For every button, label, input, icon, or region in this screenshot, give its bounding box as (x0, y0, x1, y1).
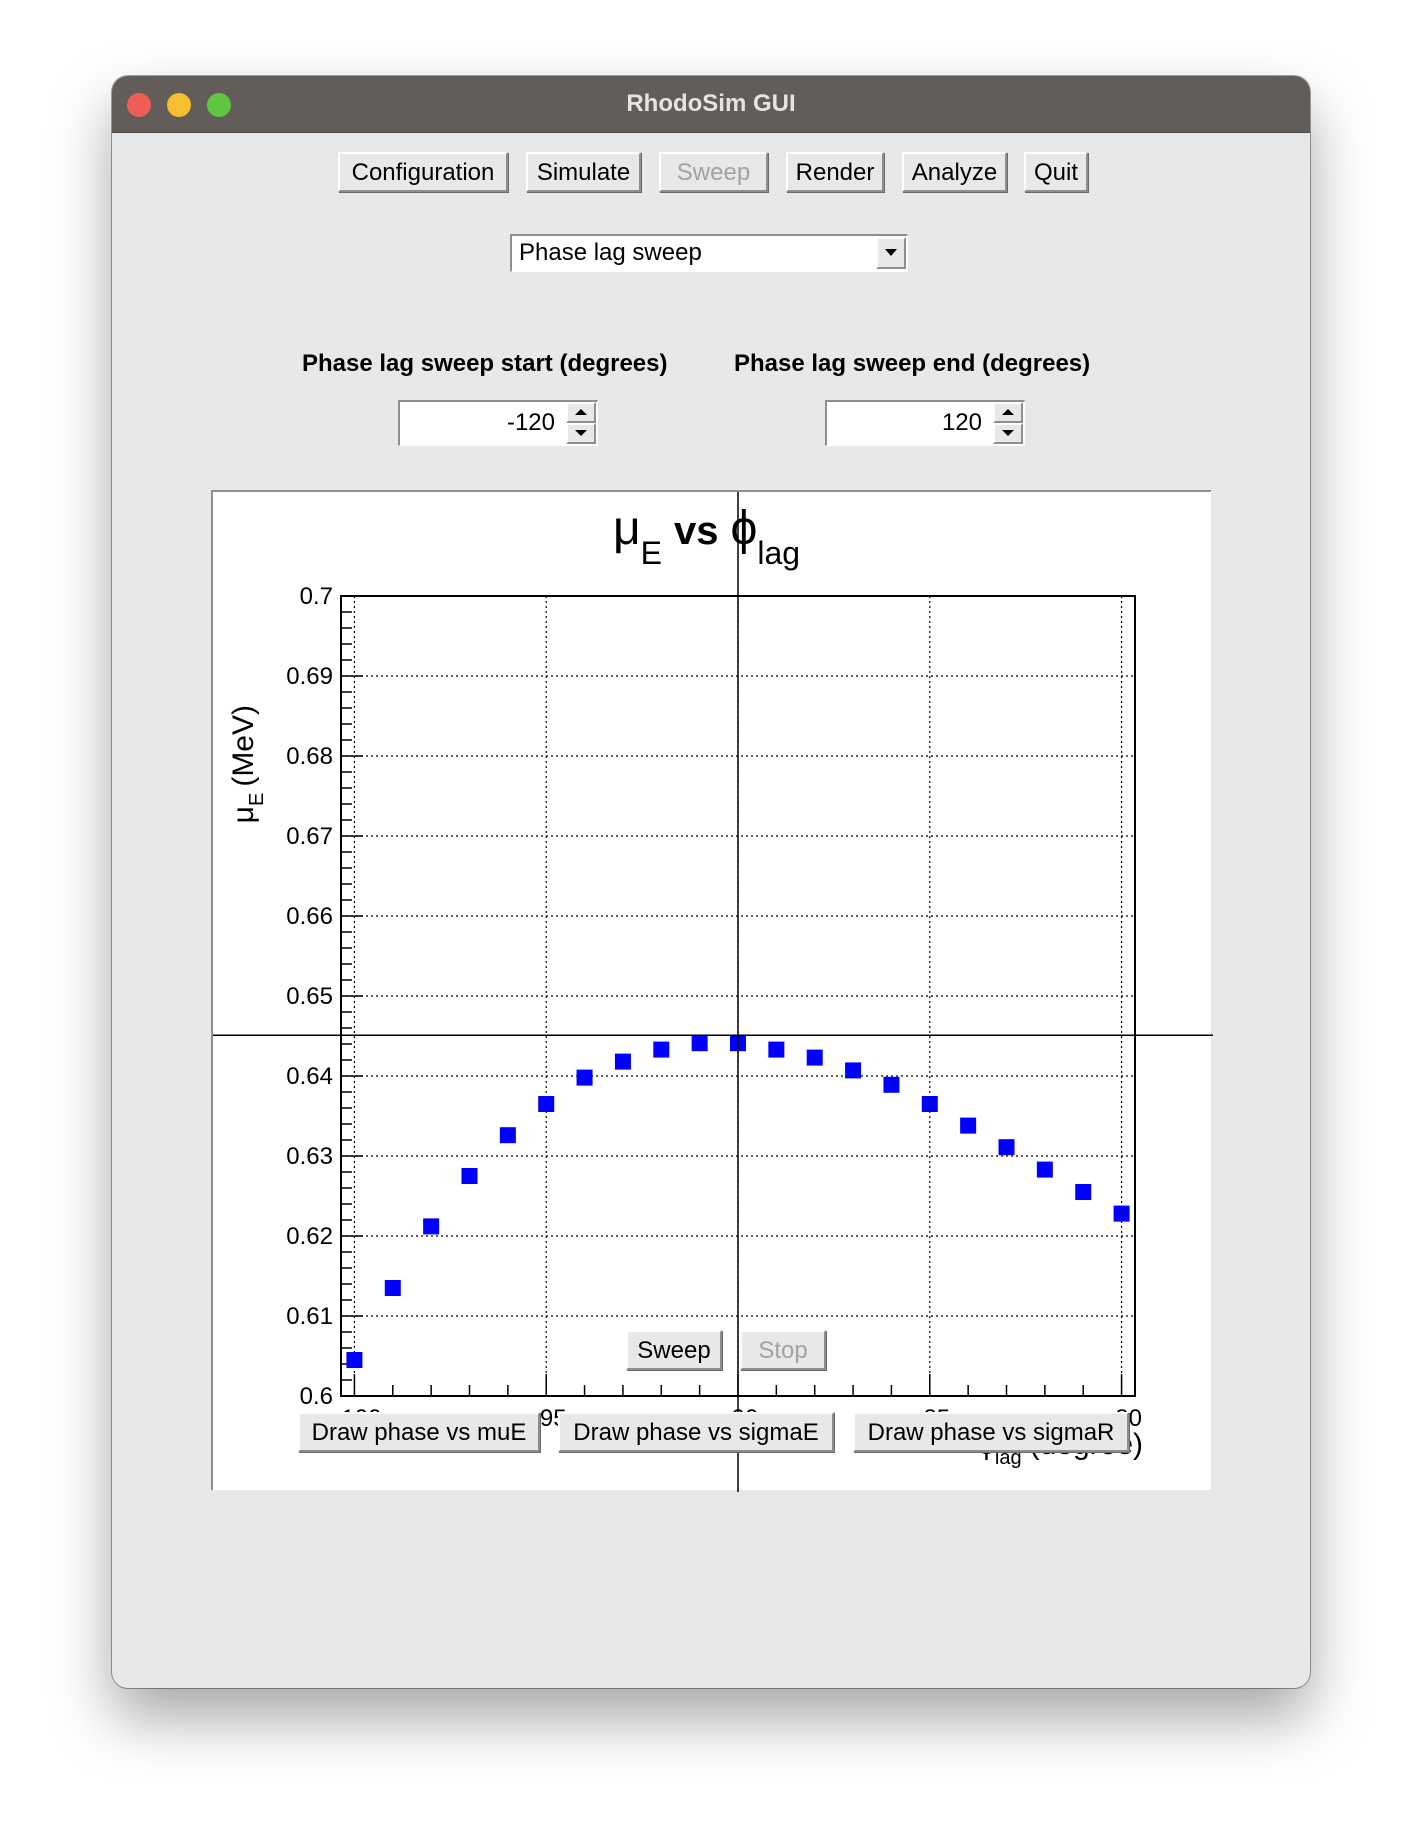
data-point (998, 1139, 1015, 1156)
data-point (806, 1049, 823, 1066)
quit-button[interactable]: Quit (1024, 152, 1088, 192)
data-point (921, 1096, 938, 1112)
data-point (768, 1041, 785, 1058)
sweep-end-input[interactable]: 120 (941, 409, 982, 436)
chart-title-var: ϕ (731, 502, 758, 555)
close-window-icon[interactable] (127, 93, 151, 117)
stop-button[interactable]: Stop (740, 1330, 826, 1370)
y-axis-symbol-sub: E (246, 793, 268, 806)
sweep-tab-button[interactable]: Sweep (659, 152, 768, 192)
render-button[interactable]: Render (786, 152, 884, 192)
app-window: RhodoSim GUI Configuration Simulate Swee… (112, 76, 1310, 1688)
chart-title-var-sub: lag (757, 535, 800, 571)
y-tick-label: 0.62 (286, 1223, 333, 1250)
chart-title: μE vs ϕlag (613, 502, 800, 571)
data-point (1113, 1205, 1130, 1222)
data-point (538, 1096, 555, 1112)
chart-title-symbol-sub: E (641, 535, 662, 571)
title-bar: RhodoSim GUI (112, 76, 1310, 133)
y-axis-label: μE (MeV) (227, 705, 268, 823)
data-point (653, 1041, 670, 1058)
y-tick-label: 0.6 (300, 1383, 333, 1410)
zoom-window-icon[interactable] (207, 93, 231, 117)
crosshair (213, 492, 1213, 1492)
y-axis-unit: (MeV) (227, 705, 260, 787)
data-point (883, 1076, 900, 1093)
draw-phase-vs-sigmaR-button[interactable]: Draw phase vs sigmaR (853, 1412, 1129, 1452)
chart-title-vs: vs (674, 509, 719, 553)
plot-canvas[interactable]: −100−95−90−85−800.60.610.620.630.640.650… (211, 490, 1213, 1492)
minimize-window-icon[interactable] (167, 93, 191, 117)
draw-phase-vs-sigmaE-button[interactable]: Draw phase vs sigmaE (558, 1412, 834, 1452)
y-tick-label: 0.61 (286, 1303, 333, 1330)
data-point (1036, 1161, 1053, 1178)
data-point (499, 1127, 516, 1144)
y-tick-label: 0.65 (286, 983, 333, 1010)
y-tick-label: 0.67 (286, 823, 333, 850)
decrement-arrow-icon[interactable] (566, 423, 596, 444)
window-title: RhodoSim GUI (626, 90, 796, 117)
y-tick-label: 0.68 (286, 743, 333, 770)
increment-arrow-icon[interactable] (993, 402, 1023, 423)
sweep-end-label: Phase lag sweep end (degrees) (734, 350, 1091, 377)
y-tick-label: 0.7 (300, 583, 333, 610)
sweep-type-value: Phase lag sweep (519, 239, 702, 266)
data-point (384, 1280, 401, 1296)
y-tick-label: 0.69 (286, 663, 333, 690)
y-axis-symbol: μ (227, 806, 260, 823)
tick-labels: −100−95−90−85−800.60.610.620.630.640.650… (286, 583, 1142, 1432)
data-point (346, 1352, 363, 1368)
y-tick-label: 0.66 (286, 903, 333, 930)
chevron-down-icon[interactable] (876, 237, 906, 269)
decrement-arrow-icon[interactable] (993, 423, 1023, 444)
data-point (423, 1218, 440, 1235)
increment-arrow-icon[interactable] (566, 402, 596, 423)
phase-vs-muE-plot: −100−95−90−85−800.60.610.620.630.640.650… (213, 492, 1213, 1492)
chart-title-symbol: μ (613, 502, 641, 555)
data-point (845, 1062, 862, 1079)
data-point (614, 1053, 631, 1070)
data-point (1075, 1184, 1092, 1200)
y-tick-label: 0.64 (286, 1063, 333, 1090)
data-point (576, 1069, 593, 1086)
draw-phase-vs-muE-button[interactable]: Draw phase vs muE (298, 1412, 540, 1452)
data-point (691, 1035, 708, 1052)
y-tick-label: 0.63 (286, 1143, 333, 1170)
configuration-button[interactable]: Configuration (338, 152, 508, 192)
sweep-start-input[interactable]: -120 (506, 409, 555, 436)
data-point (960, 1117, 977, 1134)
simulate-button[interactable]: Simulate (526, 152, 641, 192)
sweep-end-stepper[interactable]: 120 (825, 400, 1025, 446)
analyze-button[interactable]: Analyze (902, 152, 1007, 192)
x-axis-symbol-sub: lag (995, 1447, 1022, 1469)
sweep-run-button[interactable]: Sweep (626, 1330, 722, 1370)
sweep-type-select[interactable]: Phase lag sweep (510, 234, 908, 272)
sweep-start-label: Phase lag sweep start (degrees) (302, 350, 668, 377)
sweep-start-stepper[interactable]: -120 (398, 400, 598, 446)
data-point (461, 1168, 478, 1184)
